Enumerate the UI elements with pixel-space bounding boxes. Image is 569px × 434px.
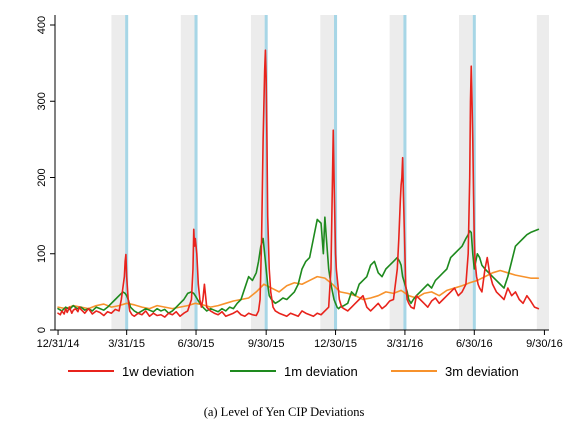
blue-band-2 [194,15,198,330]
blue-band-5 [403,15,407,330]
legend: 1w deviation 1m deviation 3m deviation [68,364,519,379]
x-tick-label-3: 6/30/15 [178,338,215,350]
blue-band-1 [125,15,129,330]
x-tick-label-4: 9/30/15 [248,338,285,350]
y-tick-label-200: 200 [36,168,48,186]
y-tick-label-100: 100 [36,245,48,263]
blue-band-6 [472,15,476,330]
gray-band-6 [459,15,473,330]
y-tick-marks: 0 100 200 300 400 [36,16,55,333]
x-tick-label-8: 9/30/16 [526,338,563,350]
y-tick-label-0: 0 [36,327,48,333]
x-tick-label-2: 3/31/15 [108,338,145,350]
blue-band-3 [264,15,268,330]
blue-band-4 [334,15,338,330]
x-tick-label-7: 6/30/16 [456,338,493,350]
gray-band-1 [111,15,126,330]
legend-label-2: 1m deviation [284,364,358,379]
legend-label-1: 1w deviation [122,364,194,379]
chart-caption: (a) Level of Yen CIP Deviations [204,405,365,419]
x-tick-label-5: 12/30/15 [314,338,357,350]
series-lines [57,49,540,318]
x-tick-label-1: 12/31/14 [37,338,80,350]
y-tick-label-300: 300 [36,92,48,110]
plot-frame [54,15,549,331]
x-tick-label-6: 3/31/16 [387,338,424,350]
y-tick-label-400: 400 [36,16,48,34]
series-line-2 [57,216,540,315]
gray-band-2 [180,15,195,330]
x-tick-marks: 12/31/14 3/31/15 6/30/15 9/30/15 12/30/15 3/3… [37,330,563,350]
legend-label-3: 3m deviation [445,364,519,379]
gray-band-7 [536,15,549,330]
series-line-1 [57,49,540,318]
gray-band-5 [389,15,404,330]
